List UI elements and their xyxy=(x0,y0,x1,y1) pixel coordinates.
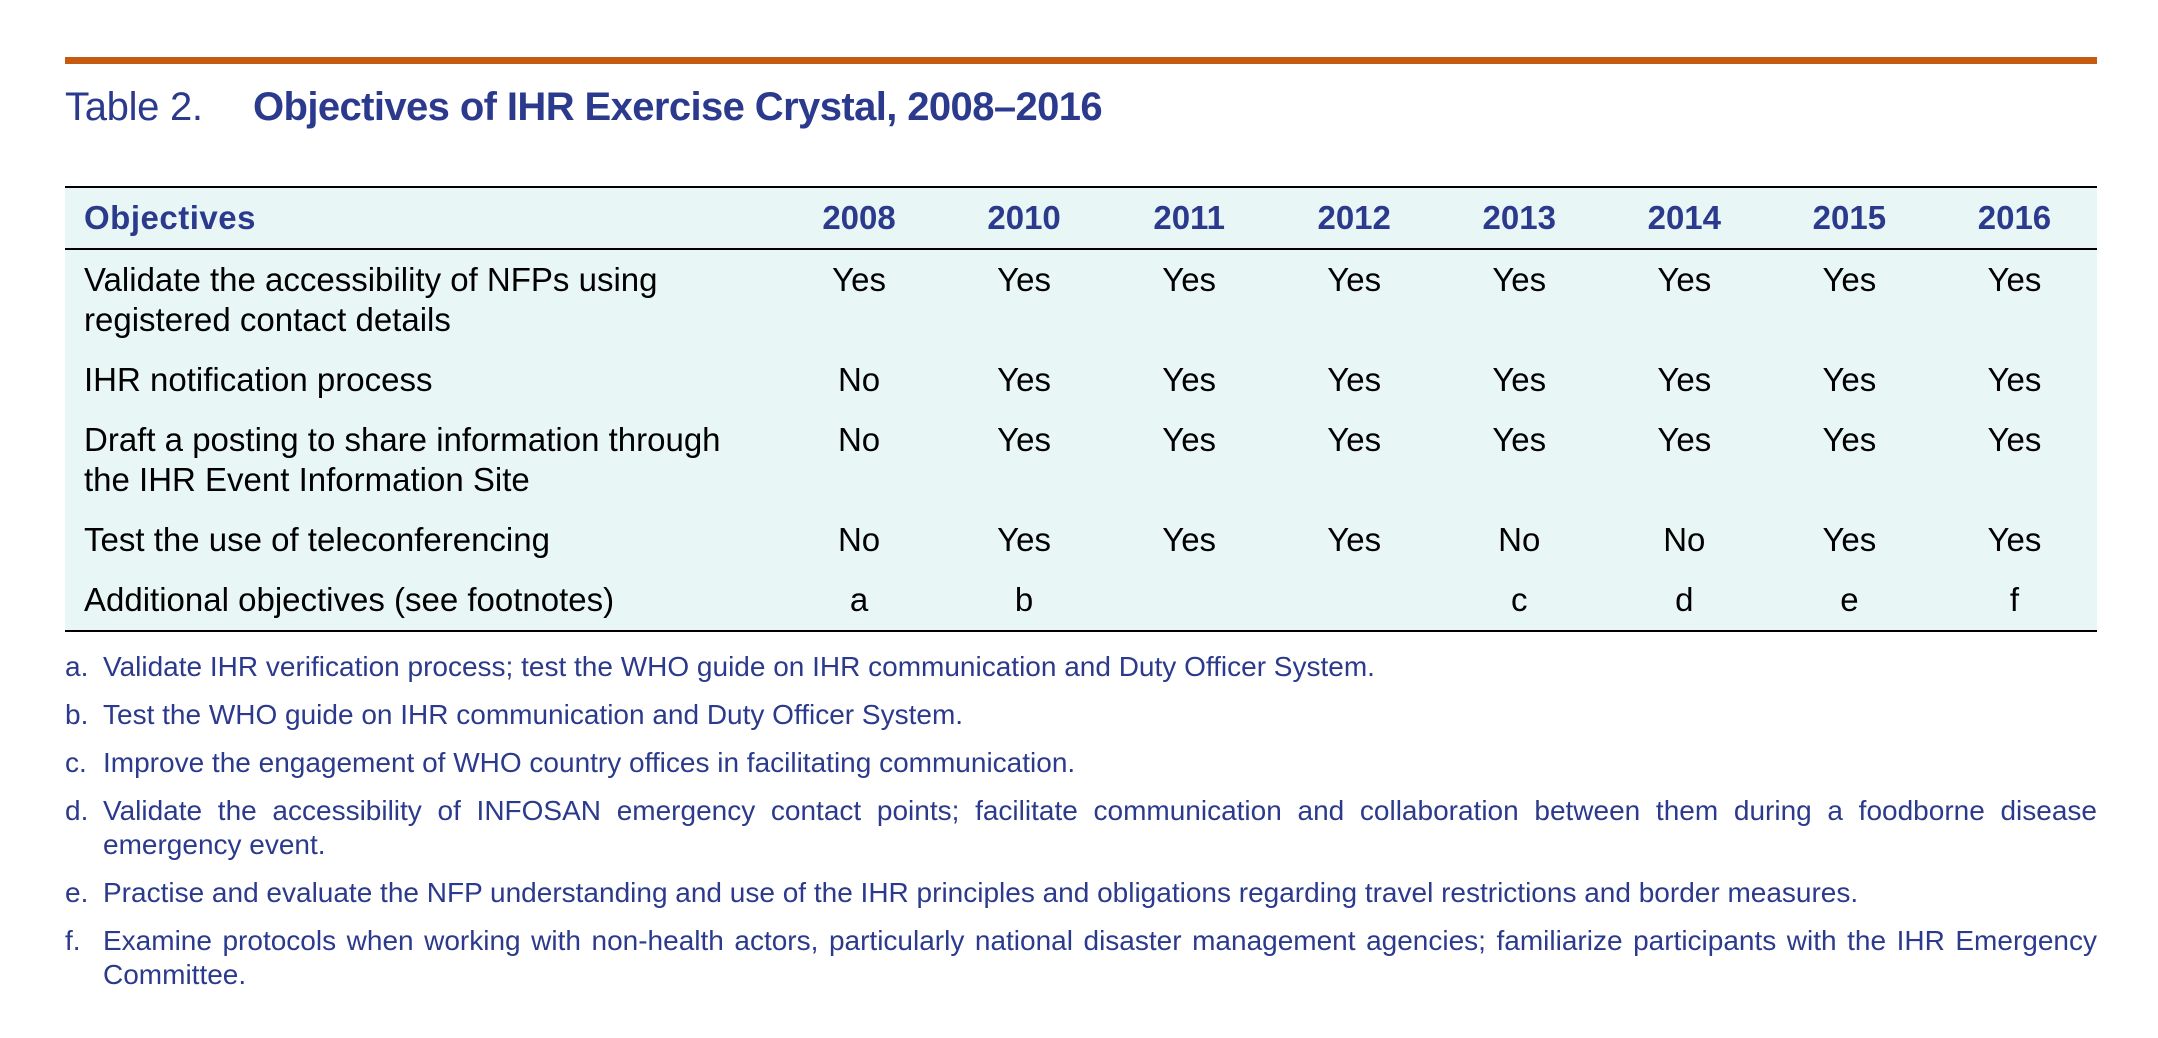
objective-cell: Test the use of teleconferencing xyxy=(84,521,550,558)
value-cell: Yes xyxy=(1822,361,1877,398)
value-cell: Yes xyxy=(1987,421,2042,458)
value-cell: No xyxy=(1498,521,1541,558)
footnote-letter: d. xyxy=(65,795,89,826)
value-cell: Yes xyxy=(997,261,1052,298)
footnotes: a. Validate IHR verification process; te… xyxy=(65,650,2097,992)
value-cell: Yes xyxy=(1657,421,1712,458)
value-cell: No xyxy=(1663,521,1706,558)
value-cell: Yes xyxy=(1822,261,1877,298)
header-year-2011: 2011 xyxy=(1106,187,1272,250)
table-title: Objectives of IHR Exercise Crystal, 2008… xyxy=(253,84,1103,129)
footnote-letter: b. xyxy=(65,699,89,730)
value-cell: Yes xyxy=(1657,261,1712,298)
footnote: c. Improve the engagement of WHO country… xyxy=(65,746,2097,780)
footnote-text: Test the WHO guide on IHR communication … xyxy=(103,699,964,730)
value-cell: Yes xyxy=(1822,421,1877,458)
footnote: a. Validate IHR verification process; te… xyxy=(65,650,2097,684)
value-cell: No xyxy=(837,421,881,458)
table-caption: Table 2. Objectives of IHR Exercise Crys… xyxy=(65,80,2097,134)
value-cell: Yes xyxy=(1492,361,1547,398)
value-cell xyxy=(1272,570,1437,631)
objective-cell: IHR notification process xyxy=(84,361,433,398)
footnote-text: Validate the accessibility of INFOSAN em… xyxy=(103,795,2097,860)
objectives-table: Objectives 2008 2010 2011 2012 2013 2014… xyxy=(65,186,2097,632)
value-cell: No xyxy=(837,361,881,398)
footnote: f. Examine protocols when working with n… xyxy=(65,924,2097,992)
value-cell: Yes xyxy=(1162,421,1217,458)
value-cell: Yes xyxy=(1492,261,1547,298)
value-cell: Yes xyxy=(1987,361,2042,398)
value-cell: No xyxy=(837,521,881,558)
footnote: e. Practise and evaluate the NFP underst… xyxy=(65,876,2097,910)
header-year-2015: 2015 xyxy=(1766,187,1932,250)
footnote-text: Validate IHR verification process; test … xyxy=(103,651,1375,682)
value-cell: a xyxy=(849,581,869,618)
value-cell: Yes xyxy=(1657,361,1712,398)
header-year-2014: 2014 xyxy=(1601,187,1767,250)
document-page: Table 2. Objectives of IHR Exercise Crys… xyxy=(65,57,2097,1006)
value-cell: Yes xyxy=(1327,521,1382,558)
value-cell: d xyxy=(1675,581,1694,618)
objective-cell: Draft a posting to share information thr… xyxy=(84,421,721,498)
objective-cell: Additional objectives (see footnotes) xyxy=(84,581,615,618)
footnote-letter: e. xyxy=(65,877,89,908)
footnote-letter: a. xyxy=(65,651,89,682)
table-row: Validate the accessibility of NFPs using… xyxy=(65,249,2097,350)
footnote-letter: c. xyxy=(65,747,87,778)
header-year-2012: 2012 xyxy=(1271,187,1437,250)
value-cell: Yes xyxy=(1492,421,1547,458)
value-cell: Yes xyxy=(832,261,886,298)
value-cell: Yes xyxy=(1987,261,2042,298)
header-year-2010: 2010 xyxy=(941,187,1107,250)
header-year-2016: 2016 xyxy=(1931,187,2097,250)
value-cell: Yes xyxy=(997,361,1052,398)
value-cell: f xyxy=(2009,581,2020,618)
value-cell: Yes xyxy=(997,421,1052,458)
value-cell: e xyxy=(1840,581,1859,618)
footnote-letter: f. xyxy=(65,925,81,956)
table-row: Draft a posting to share information thr… xyxy=(65,410,2097,510)
value-cell: Yes xyxy=(1327,361,1382,398)
value-cell: Yes xyxy=(1327,261,1382,298)
table-number: Table 2. xyxy=(65,84,203,129)
table-header-row: Objectives 2008 2010 2011 2012 2013 2014… xyxy=(65,187,2097,250)
top-accent-rule xyxy=(65,57,2097,64)
value-cell: Yes xyxy=(1822,521,1877,558)
table-row: Additional objectives (see footnotes) a … xyxy=(65,570,2097,631)
table-row: IHR notification process No Yes Yes Yes … xyxy=(65,350,2097,410)
value-cell: Yes xyxy=(1987,521,2042,558)
value-cell: c xyxy=(1511,581,1528,618)
footnote-text: Improve the engagement of WHO country of… xyxy=(103,747,1076,778)
value-cell xyxy=(1107,570,1272,631)
footnote-text: Practise and evaluate the NFP understand… xyxy=(103,877,1859,908)
value-cell: Yes xyxy=(1162,261,1217,298)
footnote-text: Examine protocols when working with non-… xyxy=(103,925,2097,990)
header-year-2008: 2008 xyxy=(776,187,942,250)
table-row: Test the use of teleconferencing No Yes … xyxy=(65,510,2097,570)
footnote: d. Validate the accessibility of INFOSAN… xyxy=(65,794,2097,862)
value-cell: Yes xyxy=(1327,421,1382,458)
value-cell: Yes xyxy=(997,521,1052,558)
header-objectives: Objectives xyxy=(65,187,777,250)
objective-cell: Validate the accessibility of NFPs using… xyxy=(84,261,658,338)
value-cell: b xyxy=(1014,581,1034,618)
value-cell: Yes xyxy=(1162,361,1217,398)
footnote: b. Test the WHO guide on IHR communicati… xyxy=(65,698,2097,732)
header-year-2013: 2013 xyxy=(1436,187,1602,250)
value-cell: Yes xyxy=(1162,521,1217,558)
